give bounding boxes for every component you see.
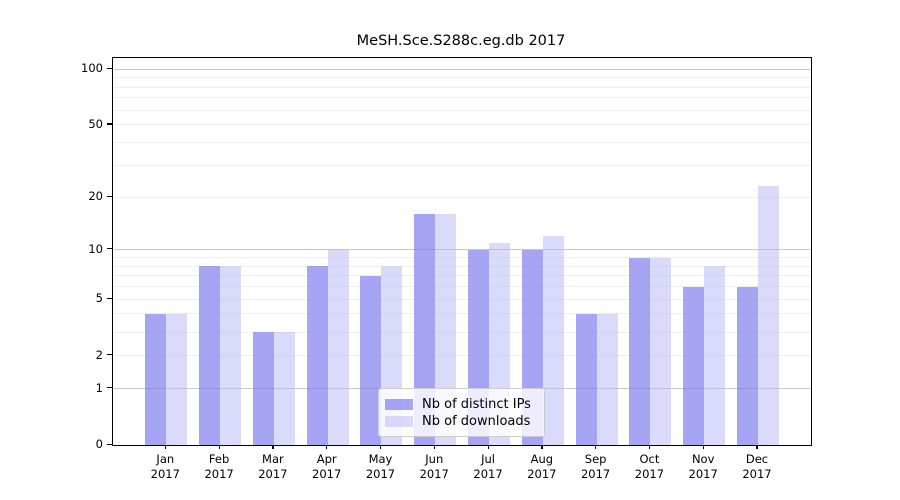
gridline-80 — [113, 86, 811, 88]
bar-distinct-ips-sep — [575, 313, 597, 445]
legend-label-distinct-ips: Nb of distinct IPs — [422, 397, 531, 412]
bar-downloads-jan — [166, 313, 188, 445]
x-tick-label-apr: Apr 2017 — [312, 452, 342, 481]
bar-distinct-ips-apr — [306, 266, 328, 445]
x-tick-label-feb: Feb 2017 — [204, 452, 234, 481]
x-tick-jun — [433, 445, 435, 449]
legend-row-distinct-ips: Nb of distinct IPs — [385, 396, 535, 413]
x-tick-label-aug: Aug 2017 — [527, 452, 557, 481]
x-tick-sep — [595, 445, 597, 449]
x-tick-may — [379, 445, 382, 449]
x-tick-mar — [272, 445, 274, 449]
gridline-4 — [113, 313, 811, 315]
gridline-9 — [113, 257, 811, 259]
y-tick-label-1: 1 — [95, 380, 103, 395]
bar-distinct-ips-feb — [199, 266, 221, 445]
x-tick-label-sep: Sep 2017 — [580, 452, 611, 481]
bar-downloads-nov — [704, 266, 726, 445]
x-tick-apr — [326, 445, 328, 449]
gridline-70 — [113, 97, 811, 99]
chart-title: MeSH.Sce.S288c.eg.db 2017 — [356, 33, 566, 49]
gridline-2 — [113, 355, 811, 357]
gridline-30 — [113, 164, 811, 166]
x-tick-label-may: May 2017 — [365, 452, 396, 481]
plot-area — [112, 57, 812, 446]
bar-distinct-ips-may — [360, 275, 382, 445]
x-tick-feb — [218, 445, 220, 449]
bar-downloads-sep — [596, 313, 618, 445]
y-tick-50 — [107, 123, 112, 125]
bar-downloads-dec — [757, 186, 779, 445]
gridline-20 — [113, 196, 811, 198]
y-tick-100 — [107, 67, 112, 69]
x-tick-label-nov: Nov 2017 — [688, 452, 718, 481]
y-tick-1 — [107, 387, 112, 389]
bar-distinct-ips-jun — [414, 214, 436, 445]
gridline-10 — [113, 249, 811, 251]
x-tick-dec — [756, 445, 758, 449]
legend-label-downloads: Nb of downloads — [422, 414, 531, 429]
y-tick-label-0: 0 — [95, 437, 103, 451]
legend-swatch-downloads — [385, 416, 413, 427]
x-tick-label-mar: Mar 2017 — [258, 452, 288, 481]
y-tick-label-50: 50 — [88, 116, 103, 131]
bar-downloads-jun — [435, 214, 457, 445]
gridline-40 — [113, 142, 811, 144]
y-tick-5 — [107, 297, 112, 299]
bar-downloads-mar — [273, 332, 295, 445]
y-tick-10 — [107, 248, 112, 250]
bar-distinct-ips-dec — [736, 286, 758, 445]
bar-distinct-ips-jan — [145, 313, 167, 445]
x-tick-label-jan: Jan 2017 — [150, 452, 180, 481]
bar-downloads-feb — [220, 266, 242, 445]
gridline-60 — [113, 109, 811, 111]
x-tick-aug — [541, 445, 543, 449]
gridline-90 — [113, 77, 811, 79]
y-tick-label-10: 10 — [88, 241, 103, 256]
gridline-3 — [113, 331, 811, 333]
y-tick-label-5: 5 — [95, 291, 103, 306]
gridline-100 — [113, 68, 811, 70]
bar-distinct-ips-nov — [683, 286, 705, 445]
legend-swatch-distinct-ips — [385, 399, 413, 410]
bar-distinct-ips-mar — [252, 332, 274, 445]
x-tick-nov — [702, 445, 704, 449]
bar-downloads-aug — [542, 236, 564, 445]
bar-downloads-oct — [650, 257, 672, 445]
y-tick-label-100: 100 — [81, 61, 103, 76]
legend-row-downloads: Nb of downloads — [385, 413, 535, 430]
gridline-5 — [113, 298, 811, 300]
bar-downloads-apr — [327, 249, 349, 445]
x-tick-label-jul: Jul 2017 — [473, 452, 503, 481]
x-tick-label-jun: Jun 2017 — [419, 452, 449, 481]
x-tick-oct — [648, 445, 651, 449]
x-tick-jan — [164, 445, 166, 449]
y-tick-20 — [107, 195, 112, 197]
gridline-8 — [113, 265, 811, 267]
gridline-6 — [113, 286, 811, 288]
y-tick-label-20: 20 — [88, 189, 103, 204]
x-tick-label-dec: Dec 2017 — [742, 452, 772, 481]
x-tick-label-oct: Oct 2017 — [634, 452, 665, 481]
gridline-7 — [113, 275, 811, 277]
legend: Nb of distinct IPs Nb of downloads — [378, 388, 545, 437]
y-tick-0 — [107, 443, 112, 445]
y-tick-label-2: 2 — [95, 347, 103, 362]
y-tick-2 — [107, 354, 112, 356]
bar-distinct-ips-oct — [629, 257, 651, 445]
x-tick-jul — [487, 445, 489, 449]
gridline-50 — [113, 124, 811, 126]
